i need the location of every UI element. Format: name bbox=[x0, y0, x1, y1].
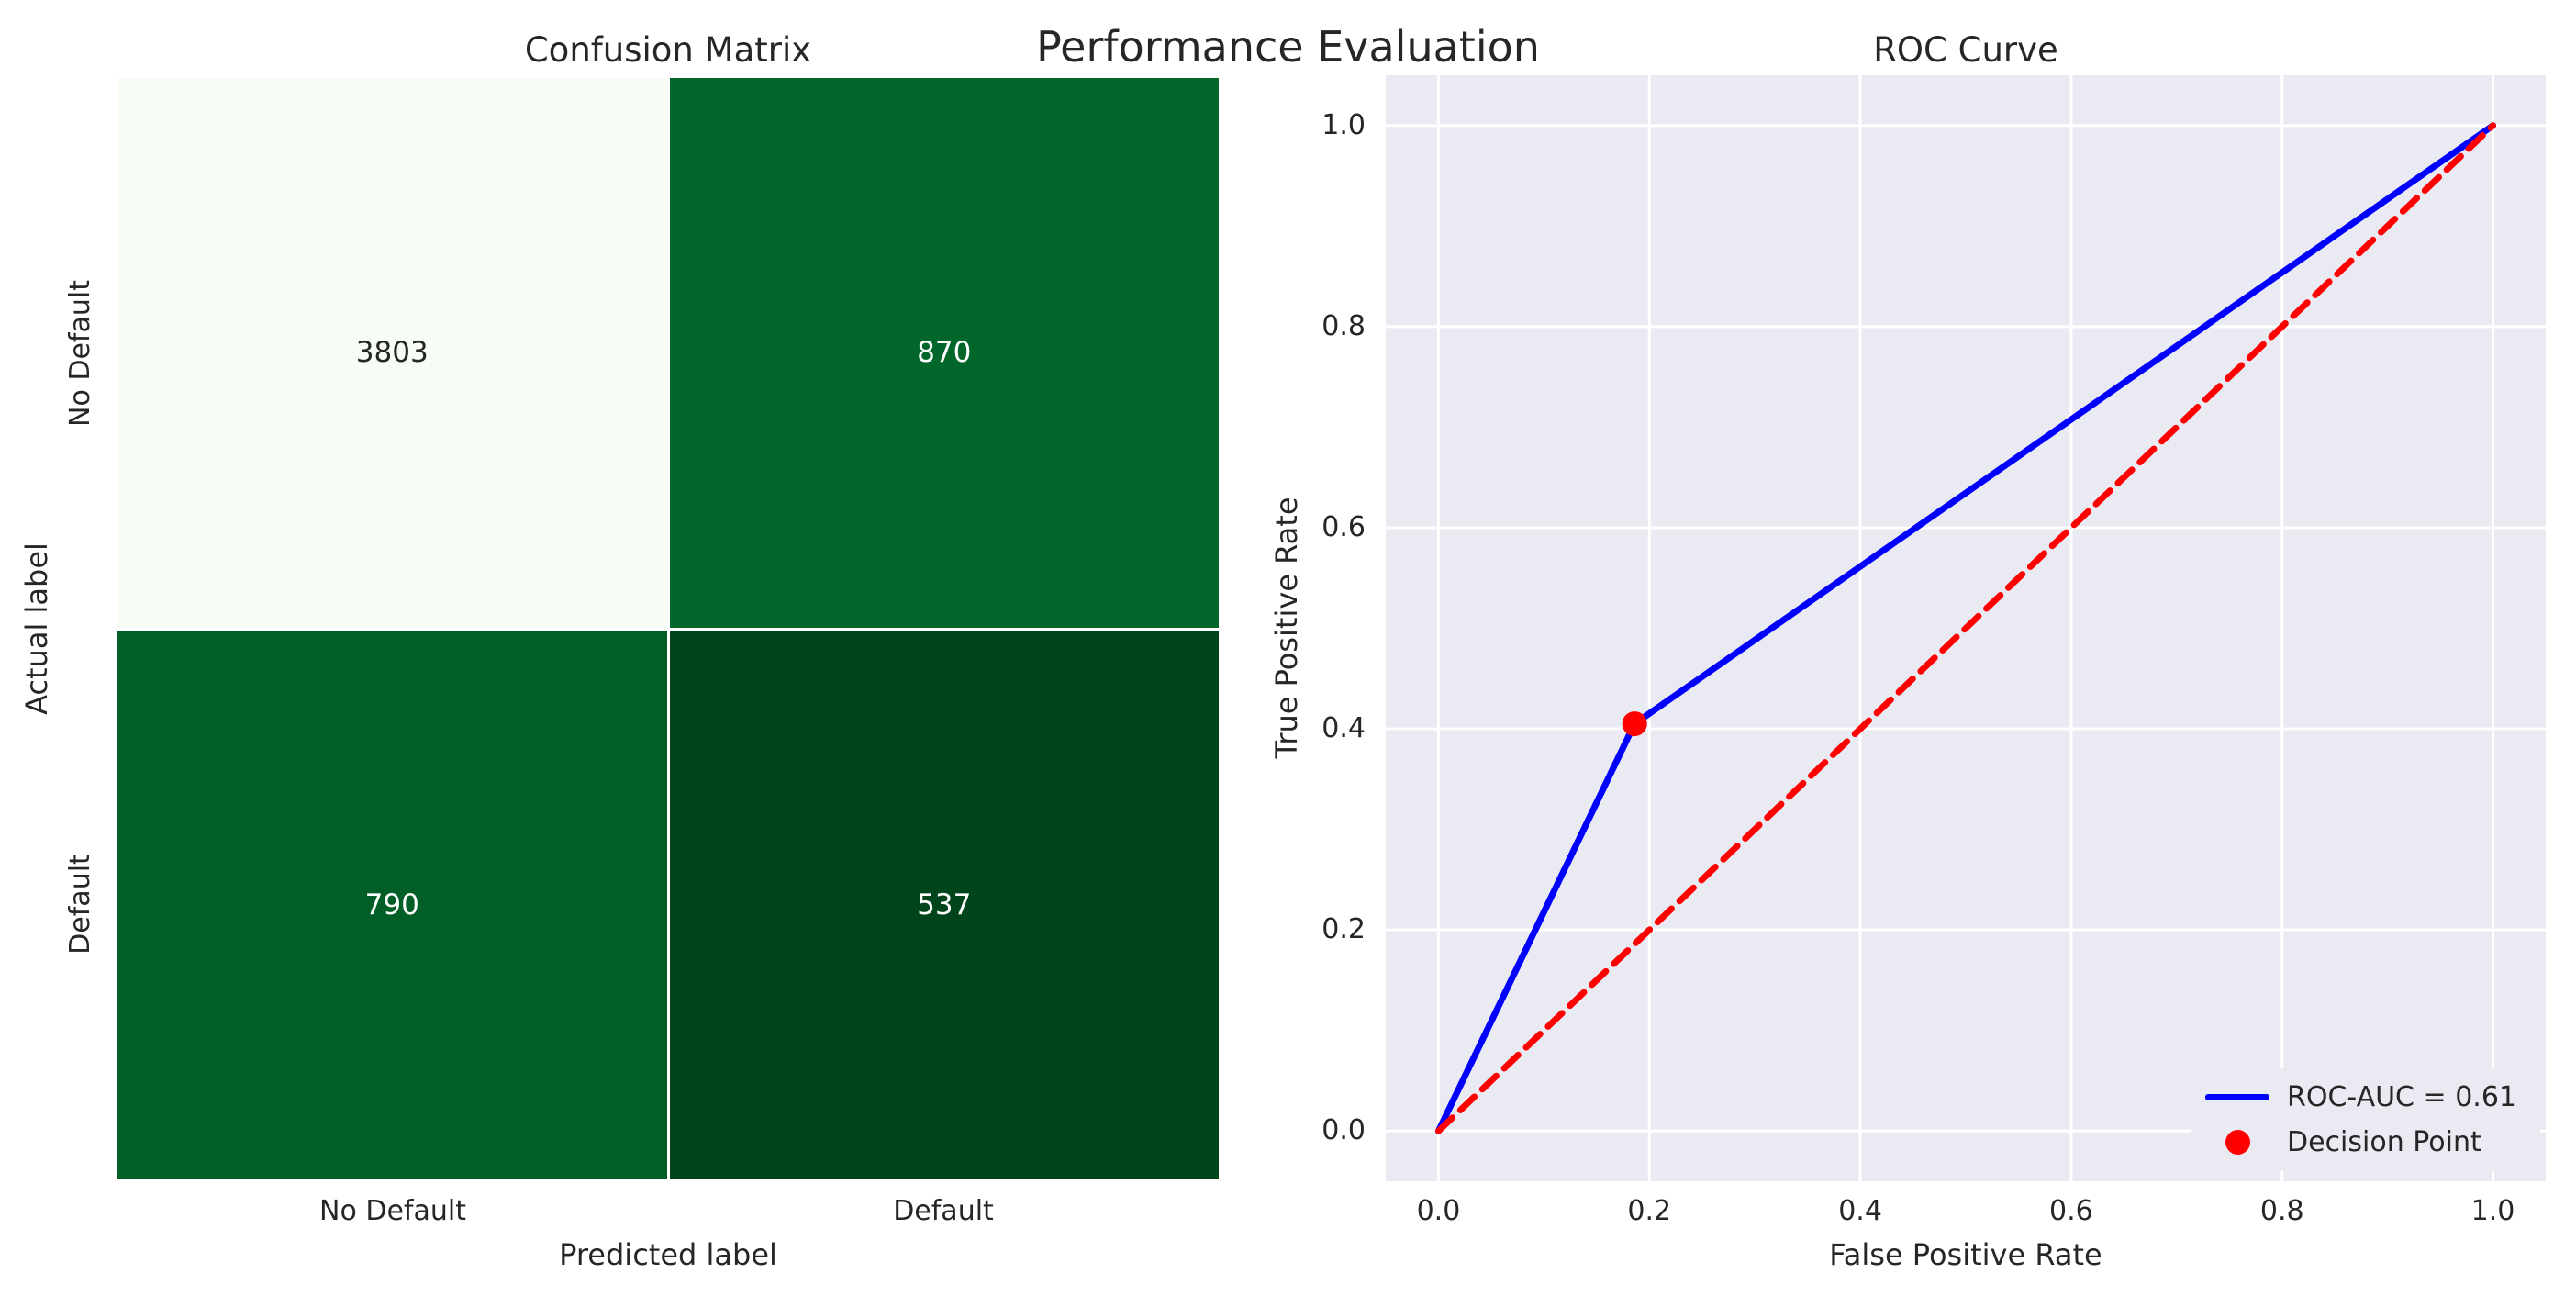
heatmap-cell-r0c1: 870 bbox=[669, 78, 1219, 628]
cm-xlabel: Predicted label bbox=[559, 1237, 777, 1272]
roc-chance-diagonal-line bbox=[1434, 122, 2497, 1134]
legend-label: ROC-AUC = 0.61 bbox=[2287, 1081, 2517, 1113]
confusion-matrix-title: Confusion Matrix bbox=[524, 30, 812, 70]
roc-xtick-label: 0.0 bbox=[1416, 1195, 1461, 1227]
roc-ytick-label: 0.0 bbox=[1321, 1114, 1366, 1147]
cm-ylabel: Actual label bbox=[19, 542, 54, 715]
roc-title: ROC Curve bbox=[1873, 30, 2058, 70]
roc-ytick-label: 0.8 bbox=[1321, 309, 1366, 342]
roc-ytick-label: 0.6 bbox=[1321, 510, 1366, 543]
decision-point-marker bbox=[1622, 711, 1647, 737]
cm-xtick-label: No Default bbox=[319, 1195, 466, 1227]
roc-ytick-label: 1.0 bbox=[1321, 108, 1366, 141]
roc-xtick-label: 0.6 bbox=[2049, 1195, 2093, 1227]
roc-curve-legend-icon bbox=[2205, 1094, 2269, 1100]
roc-xlabel: False Positive Rate bbox=[1829, 1237, 2102, 1272]
cm-ytick-label: Default bbox=[64, 854, 96, 955]
heatmap-cell-r0c0: 3803 bbox=[117, 78, 667, 628]
roc-ytick-label: 0.2 bbox=[1321, 913, 1366, 946]
roc-legend: ROC-AUC = 0.61 Decision Point bbox=[2191, 1068, 2540, 1171]
cm-ytick-label: No Default bbox=[64, 280, 96, 427]
roc-plot-svg bbox=[1386, 75, 2546, 1181]
figure-suptitle: Performance Evaluation bbox=[1036, 22, 1540, 72]
roc-ytick-label: 0.4 bbox=[1321, 712, 1366, 745]
heatmap-cell-r1c0: 790 bbox=[117, 630, 667, 1179]
legend-dot-swatch bbox=[2191, 1130, 2283, 1155]
heatmap-cell-r1c1: 537 bbox=[669, 630, 1219, 1179]
cm-xticks: No Default Default bbox=[117, 1195, 1219, 1228]
legend-row: ROC-AUC = 0.61 bbox=[2191, 1075, 2540, 1120]
decision-point-legend-icon bbox=[2225, 1130, 2250, 1155]
roc-xtick-label: 0.8 bbox=[2259, 1195, 2304, 1227]
legend-row: Decision Point bbox=[2191, 1120, 2540, 1165]
roc-xtick-label: 1.0 bbox=[2470, 1195, 2515, 1227]
roc-xtick-label: 0.4 bbox=[1838, 1195, 1882, 1227]
cm-xtick-label: Default bbox=[893, 1195, 994, 1227]
legend-label: Decision Point bbox=[2287, 1126, 2481, 1158]
roc-xtick-label: 0.2 bbox=[1627, 1195, 1672, 1227]
legend-line-swatch bbox=[2191, 1094, 2283, 1100]
confusion-matrix-grid: 3803 870 790 537 bbox=[117, 78, 1219, 1179]
